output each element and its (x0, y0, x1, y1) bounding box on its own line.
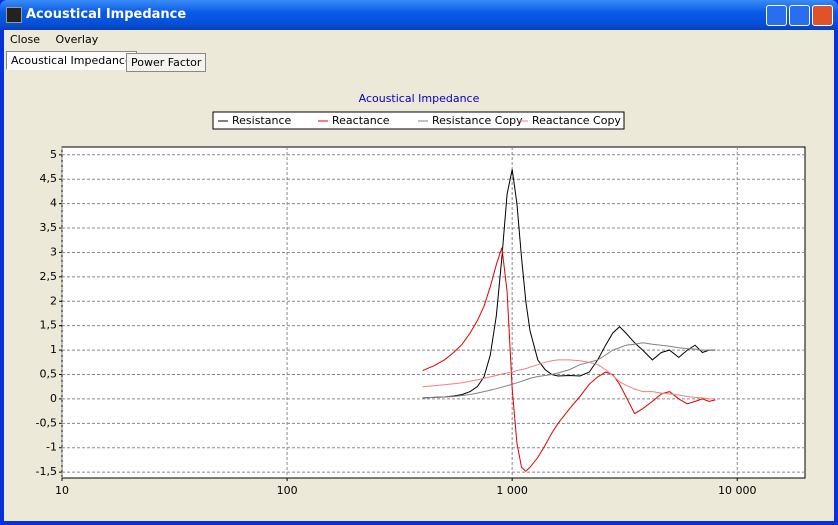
series-line (422, 247, 716, 472)
y-tick-label: 0 (50, 392, 57, 405)
chart-title: Acoustical Impedance (359, 92, 480, 105)
tab-active[interactable]: Acoustical Impedance (6, 51, 137, 70)
tab[interactable]: Power Factor (126, 53, 207, 72)
series-line (422, 169, 716, 399)
plot-area (61, 146, 806, 479)
y-tick-label: 2,5 (40, 270, 58, 283)
x-tick-label: 1 000 (496, 484, 528, 497)
maximize-button[interactable] (789, 5, 810, 26)
y-tick-label: 5 (50, 148, 57, 161)
x-tick-label: 10 000 (718, 484, 757, 497)
y-tick-label: 3 (50, 245, 57, 258)
menu-bar: Close Overlay (10, 33, 110, 46)
y-tick-label: 3,5 (40, 221, 58, 234)
close-button[interactable] (812, 5, 833, 26)
y-tick-label: -1,5 (36, 465, 57, 478)
legend-label: Reactance (332, 114, 390, 127)
legend-label: Resistance Copy (432, 114, 523, 127)
y-tick-label: -1 (46, 441, 57, 454)
window-title: Acoustical Impedance (26, 7, 187, 22)
menu-item[interactable]: Overlay (55, 33, 99, 46)
y-tick-label: 1 (50, 343, 57, 356)
legend-label: Resistance (232, 114, 292, 127)
title-bar: Acoustical Impedance (0, 0, 838, 30)
y-tick-label: 1,5 (40, 319, 58, 332)
minimize-button[interactable] (766, 5, 787, 26)
y-tick-label: 4,5 (40, 172, 58, 185)
y-tick-label: 2 (50, 294, 57, 307)
x-tick-label: 100 (277, 484, 298, 497)
y-tick-label: 0,5 (40, 368, 58, 381)
legend-label: Reactance Copy (532, 114, 621, 127)
series-line (422, 342, 716, 399)
x-tick-label: 10 (55, 484, 69, 497)
menu-item[interactable]: Close (10, 33, 40, 46)
series-line (422, 359, 716, 400)
y-tick-label: -0,5 (36, 416, 57, 429)
app-icon (6, 7, 22, 23)
y-tick-label: 4 (50, 197, 57, 210)
